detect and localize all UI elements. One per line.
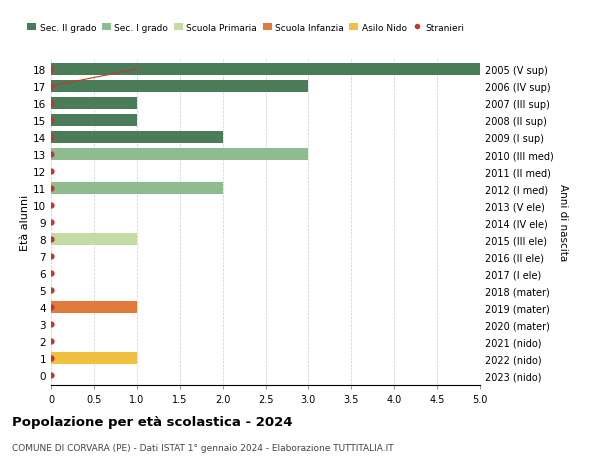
Bar xyxy=(51,115,137,127)
Bar xyxy=(51,98,137,110)
Bar xyxy=(51,234,137,246)
Bar xyxy=(51,353,137,364)
Text: Popolazione per età scolastica - 2024: Popolazione per età scolastica - 2024 xyxy=(12,415,293,428)
Bar xyxy=(51,183,223,195)
Bar xyxy=(51,302,137,313)
Text: COMUNE DI CORVARA (PE) - Dati ISTAT 1° gennaio 2024 - Elaborazione TUTTITALIA.IT: COMUNE DI CORVARA (PE) - Dati ISTAT 1° g… xyxy=(12,443,394,452)
Bar xyxy=(51,81,308,93)
Legend: Sec. II grado, Sec. I grado, Scuola Primaria, Scuola Infanzia, Asilo Nido, Stran: Sec. II grado, Sec. I grado, Scuola Prim… xyxy=(25,22,466,34)
Bar xyxy=(51,149,308,161)
Bar xyxy=(51,64,480,76)
Bar xyxy=(51,132,223,144)
Y-axis label: Età alunni: Età alunni xyxy=(20,195,30,251)
Y-axis label: Anni di nascita: Anni di nascita xyxy=(557,184,568,261)
